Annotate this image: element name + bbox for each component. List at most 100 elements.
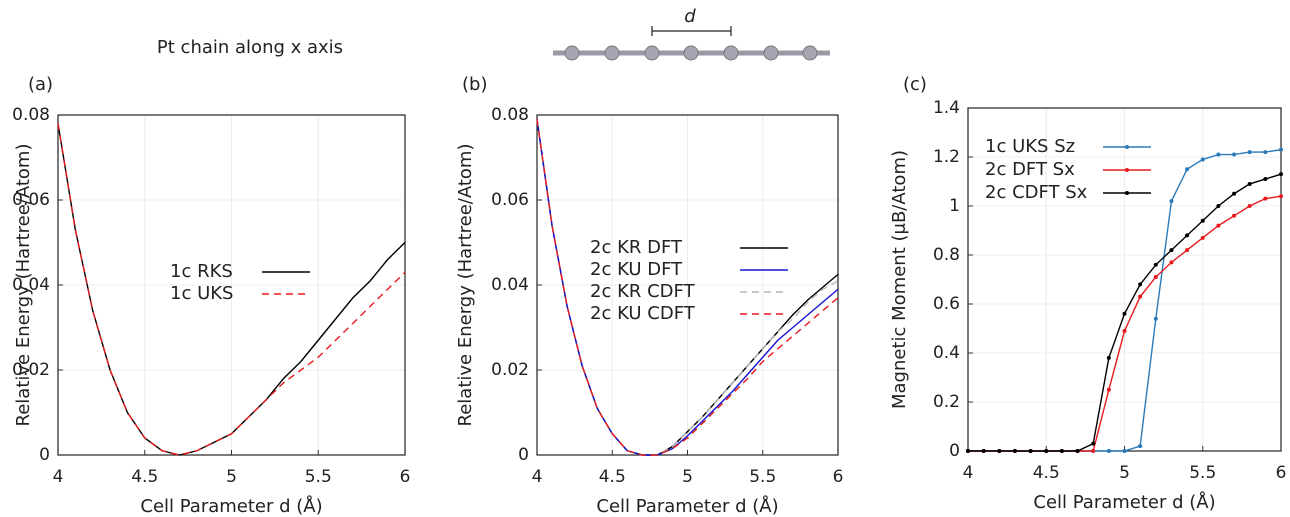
y-tick-label: 0.06 [12,190,50,210]
y-tick-label: 0.4 [933,343,960,363]
data-point [981,449,986,453]
legend-label: 2c KR CDFT [590,281,696,302]
data-point [1122,311,1127,316]
data-point [1075,449,1080,453]
data-point [1153,316,1158,321]
legend-label: 2c KU CDFT [590,303,696,324]
data-point [997,449,1002,453]
data-point [1153,275,1158,280]
x-tick-label: 5.5 [749,467,776,487]
y-tick-label: 0.02 [12,360,50,380]
x-tick-label: 5 [226,467,237,487]
y-tick-label: 0 [518,445,529,465]
legend-label: 1c RKS [170,261,233,282]
y-tick-label: 0 [949,441,960,461]
y-tick-label: 1 [949,196,960,216]
data-point [1185,167,1190,172]
data-point [1153,262,1158,267]
data-point [1200,218,1205,223]
x-axis-label: Cell Parameter d (Å) [1033,491,1215,513]
y-tick-label: 0.04 [12,275,50,295]
x-tick-label: 4 [963,463,974,483]
panel-label: (b) [462,74,487,95]
data-point [1138,444,1143,449]
legend-label: 2c DFT Sx [985,159,1075,180]
data-point [1232,213,1237,218]
x-tick-label: 6 [1276,463,1287,483]
x-tick-label: 4.5 [131,467,158,487]
y-tick-label: 0.8 [933,245,960,265]
legend-label: 1c UKS [170,283,233,304]
data-point [1185,233,1190,238]
x-tick-label: 4 [53,467,64,487]
plot-frame [57,114,406,456]
distance-label: d [684,6,696,27]
y-tick-label: 0.08 [491,105,529,125]
y-axis-label: Relative Energy (Hartree/Atom) [13,144,34,427]
data-point [1106,449,1111,453]
data-point [1028,449,1033,453]
data-point [1138,294,1143,299]
y-tick-label: 0.04 [491,275,529,295]
x-tick-label: 4 [532,467,543,487]
legend-marker [1125,168,1129,172]
legend-label: 1c UKS Sz [985,136,1075,157]
x-tick-label: 4.5 [1033,463,1060,483]
data-point [1138,282,1143,287]
panel-label: (a) [28,74,53,95]
x-tick-label: 6 [833,467,844,487]
data-point [1200,235,1205,240]
y-tick-label: 0.2 [933,392,960,412]
data-point [1263,196,1268,201]
data-point [1263,177,1268,182]
data-point [1122,328,1127,333]
data-point [1122,449,1127,453]
data-point [966,449,970,453]
x-axis-label: Cell Parameter d (Å) [596,495,778,517]
data-point [1185,248,1190,253]
x-tick-label: 5 [1119,463,1130,483]
y-tick-label: 0.06 [491,190,529,210]
panel-label: (c) [903,74,927,95]
data-point [1200,157,1205,162]
x-tick-label: 5 [682,467,693,487]
series-line [57,123,406,456]
data-point [1247,150,1252,155]
data-point [1263,150,1268,155]
x-tick-label: 5.5 [305,467,332,487]
y-tick-label: 1.2 [933,147,960,167]
data-point [1247,181,1252,186]
x-tick-label: 6 [400,467,411,487]
x-tick-label: 4.5 [599,467,626,487]
data-point [1059,449,1064,453]
data-point [1247,204,1252,208]
plot-frame [536,114,839,456]
data-point [1169,199,1174,204]
legend-marker [1125,191,1129,195]
data-point [1232,152,1237,157]
data-point [1012,449,1017,453]
data-point [1044,449,1049,453]
data-point [1106,387,1111,392]
y-tick-label: 0 [39,445,50,465]
data-point [1169,248,1174,253]
x-tick-label: 5.5 [1189,463,1216,483]
y-axis-label: Magnetic Moment (μB/Atom) [889,150,910,409]
x-axis-label: Cell Parameter d (Å) [140,495,322,517]
data-point [1232,191,1237,196]
legend-label: 2c KR DFT [590,237,683,258]
data-point [1279,172,1283,177]
data-point [1279,194,1283,199]
data-point [1279,147,1283,152]
y-tick-label: 0.08 [12,105,50,125]
y-tick-label: 0.02 [491,360,529,380]
data-point [1216,204,1221,208]
data-point [1216,152,1221,157]
data-point [1091,449,1096,453]
data-point [1216,223,1221,228]
y-tick-label: 1.4 [933,98,960,118]
data-point [1169,260,1174,265]
figure-title: Pt chain along x axis [157,37,343,58]
legend-label: 2c CDFT Sx [985,182,1088,203]
